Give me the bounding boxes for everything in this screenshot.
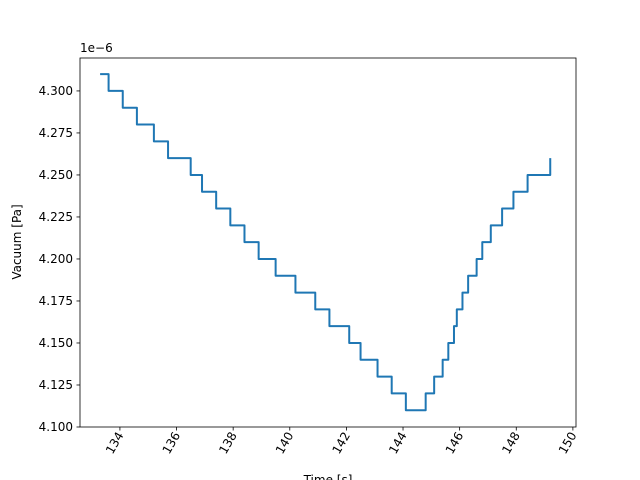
x-tick-label: 140 [273, 430, 297, 457]
y-tick-label: 4.300 [39, 84, 73, 98]
y-tick-label: 4.150 [39, 336, 73, 350]
y-tick-label: 4.225 [39, 210, 73, 224]
x-tick-label: 134 [103, 430, 127, 457]
x-tick-label: 146 [443, 430, 467, 457]
x-tick-label: 150 [556, 430, 580, 457]
x-tick-label: 144 [386, 430, 410, 457]
y-tick-label: 4.250 [39, 168, 73, 182]
x-axis-label: Time [s] [303, 473, 353, 480]
x-tick-label: 136 [160, 430, 184, 457]
data-line [100, 73, 552, 412]
x-tick-label: 138 [216, 430, 240, 457]
y-tick-label: 4.275 [39, 126, 73, 140]
y-tick-label: 4.200 [39, 252, 73, 266]
x-tick-label: 142 [329, 430, 353, 457]
y-tick-label: 4.125 [39, 378, 73, 392]
y-offset-text: 1e−6 [80, 41, 113, 55]
plot-frame [79, 57, 577, 428]
y-tick-label: 4.175 [39, 294, 73, 308]
x-tick-label: 148 [499, 430, 523, 457]
y-axis-label: Vacuum [Pa] [10, 204, 24, 279]
y-tick-label: 4.100 [39, 420, 73, 434]
